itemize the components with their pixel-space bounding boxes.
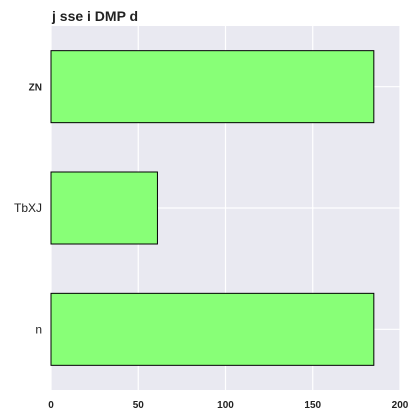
category-label: n: [35, 322, 42, 336]
bar-n: [50, 292, 375, 366]
x-tick-label: 0: [48, 400, 54, 411]
category-label: ZN: [29, 83, 42, 94]
x-tick-labels: 0 50 100 150 200: [48, 400, 409, 411]
bar-zn: [50, 50, 375, 124]
x-tick-label: 100: [217, 400, 234, 411]
bars: [50, 50, 375, 366]
x-tick-label: 50: [133, 400, 145, 411]
category-label: TbXJ: [14, 201, 42, 215]
x-tick-label: 200: [392, 400, 409, 411]
bar-tbxj: [50, 171, 158, 245]
x-tick-label: 150: [304, 400, 321, 411]
chart-title: j sse i DMP d: [51, 8, 138, 24]
category-labels: ZN TbXJ n: [14, 83, 42, 337]
